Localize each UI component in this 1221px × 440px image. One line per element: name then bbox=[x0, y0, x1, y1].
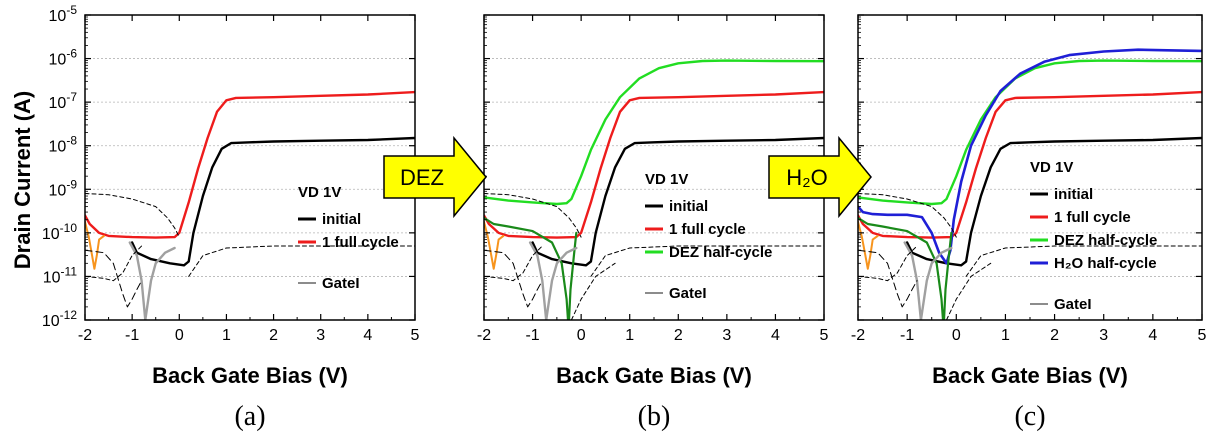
x-tick-label: 1 bbox=[1001, 327, 1010, 344]
x-axis-title: Back Gate Bias (V) bbox=[556, 363, 752, 388]
x-tick-label: -2 bbox=[78, 327, 92, 344]
series-line bbox=[188, 245, 415, 277]
series-line bbox=[858, 90, 1202, 239]
panel-label: (a) bbox=[234, 401, 265, 432]
legend-label: GateI bbox=[322, 275, 360, 292]
y-tick-label: 10-12 bbox=[42, 308, 77, 330]
legend-label: 1 full cycle bbox=[1054, 209, 1131, 226]
legend-label: DEZ half-cycle bbox=[1054, 232, 1157, 249]
legend-label: initial bbox=[322, 211, 361, 228]
panel-label: (c) bbox=[1014, 401, 1045, 432]
series-line bbox=[590, 245, 824, 277]
y-tick-label: 10-7 bbox=[49, 90, 78, 112]
series-line bbox=[484, 59, 824, 206]
process-arrow: H₂O bbox=[768, 135, 872, 219]
y-tick-label: 10-8 bbox=[49, 134, 78, 156]
x-tick-label: 0 bbox=[952, 327, 961, 344]
y-tick-label: 10-10 bbox=[42, 221, 77, 243]
series-line bbox=[903, 241, 953, 320]
x-tick-label: -2 bbox=[851, 327, 865, 344]
x-tick-label: 5 bbox=[411, 327, 420, 344]
x-tick-label: -1 bbox=[525, 327, 539, 344]
x-tick-label: 5 bbox=[1198, 327, 1207, 344]
x-tick-label: -1 bbox=[125, 327, 139, 344]
series-line bbox=[484, 220, 505, 270]
x-tick-label: 0 bbox=[577, 327, 586, 344]
series-line bbox=[965, 245, 1202, 277]
legend-label: H₂O half-cycle bbox=[1054, 255, 1157, 272]
x-axis-title: Back Gate Bias (V) bbox=[932, 363, 1128, 388]
y-axis-title: Drain Current (A) bbox=[10, 91, 35, 269]
legend-label: 1 full cycle bbox=[322, 234, 399, 251]
legend-label: 1 full cycle bbox=[669, 221, 746, 238]
process-arrow: DEZ bbox=[383, 135, 487, 219]
series-line bbox=[946, 262, 992, 320]
legend-label: DEZ half-cycle bbox=[669, 244, 772, 261]
x-tick-label: 1 bbox=[625, 327, 634, 344]
series-line bbox=[570, 262, 616, 320]
series-line bbox=[484, 245, 543, 282]
arrow-label: DEZ bbox=[400, 165, 444, 190]
x-tick-label: 3 bbox=[1099, 327, 1108, 344]
arrow-label: H₂O bbox=[786, 165, 828, 190]
legend: VD 1V initial 1 full cycle GateI bbox=[298, 184, 399, 292]
legend: VD 1V initial 1 full cycle DEZ half-cycle Ga… bbox=[645, 171, 772, 302]
legend: VD 1V initial 1 full cycle DEZ half-cycle H₂… bbox=[1030, 159, 1157, 313]
series-line bbox=[130, 136, 415, 267]
legend-title: VD 1V bbox=[645, 171, 688, 188]
series-line bbox=[484, 216, 578, 320]
x-tick-label: 3 bbox=[722, 327, 731, 344]
series-line bbox=[858, 249, 918, 308]
series-line bbox=[484, 90, 824, 239]
chart-panel: -2 -1 0 1 2 3 4 5 10-12 10-11 10-10 10-9 10-8 10-7 10-… bbox=[42, 3, 420, 432]
chart-panel: -2 -1 0 1 2 3 4 5 Back Gate Bias (V) (b) VD 1V init… bbox=[477, 14, 829, 432]
arrow-shape bbox=[768, 135, 872, 219]
panel-label: (b) bbox=[638, 401, 671, 432]
legend-title: VD 1V bbox=[1030, 159, 1073, 176]
series-line bbox=[858, 48, 1202, 265]
x-tick-label: -2 bbox=[477, 327, 491, 344]
x-tick-label: 4 bbox=[771, 327, 780, 344]
x-tick-label: 5 bbox=[820, 327, 829, 344]
series-line bbox=[85, 220, 105, 270]
y-tick-label: 10-9 bbox=[49, 177, 78, 199]
x-tick-label: 2 bbox=[269, 327, 278, 344]
x-tick-label: 0 bbox=[175, 327, 184, 344]
series-line bbox=[85, 90, 415, 239]
x-tick-label: 1 bbox=[222, 327, 231, 344]
series-line bbox=[85, 249, 143, 308]
legend-label: GateI bbox=[1054, 296, 1092, 313]
series-line bbox=[858, 193, 957, 238]
y-tick-label: 10-5 bbox=[49, 3, 78, 25]
x-tick-label: 4 bbox=[1148, 327, 1157, 344]
legend-label: GateI bbox=[669, 285, 707, 302]
series-line bbox=[484, 249, 543, 308]
x-tick-label: -1 bbox=[900, 327, 914, 344]
chart-panel: -2 -1 0 1 2 3 4 5 Back Gate Bias (V) (c) VD 1V init… bbox=[851, 14, 1207, 432]
y-tick-label: 10-11 bbox=[43, 264, 78, 286]
series-line bbox=[858, 59, 1202, 206]
series-line bbox=[528, 241, 578, 320]
series-line bbox=[858, 245, 918, 282]
series-line bbox=[858, 220, 879, 270]
series-line bbox=[484, 193, 582, 238]
plot-frame bbox=[84, 14, 416, 321]
x-axis-title: Back Gate Bias (V) bbox=[152, 363, 348, 388]
series-line bbox=[128, 241, 176, 320]
series-line bbox=[85, 245, 143, 282]
legend-title: VD 1V bbox=[298, 184, 341, 201]
y-tick-label: 10-6 bbox=[49, 47, 78, 69]
x-tick-label: 3 bbox=[316, 327, 325, 344]
series-line bbox=[858, 216, 953, 320]
x-tick-label: 4 bbox=[363, 327, 372, 344]
arrow-shape bbox=[383, 135, 487, 219]
x-tick-label: 2 bbox=[1050, 327, 1059, 344]
legend-label: initial bbox=[669, 198, 708, 215]
series-line bbox=[85, 193, 180, 238]
legend-label: initial bbox=[1054, 186, 1093, 203]
x-tick-label: 2 bbox=[674, 327, 683, 344]
